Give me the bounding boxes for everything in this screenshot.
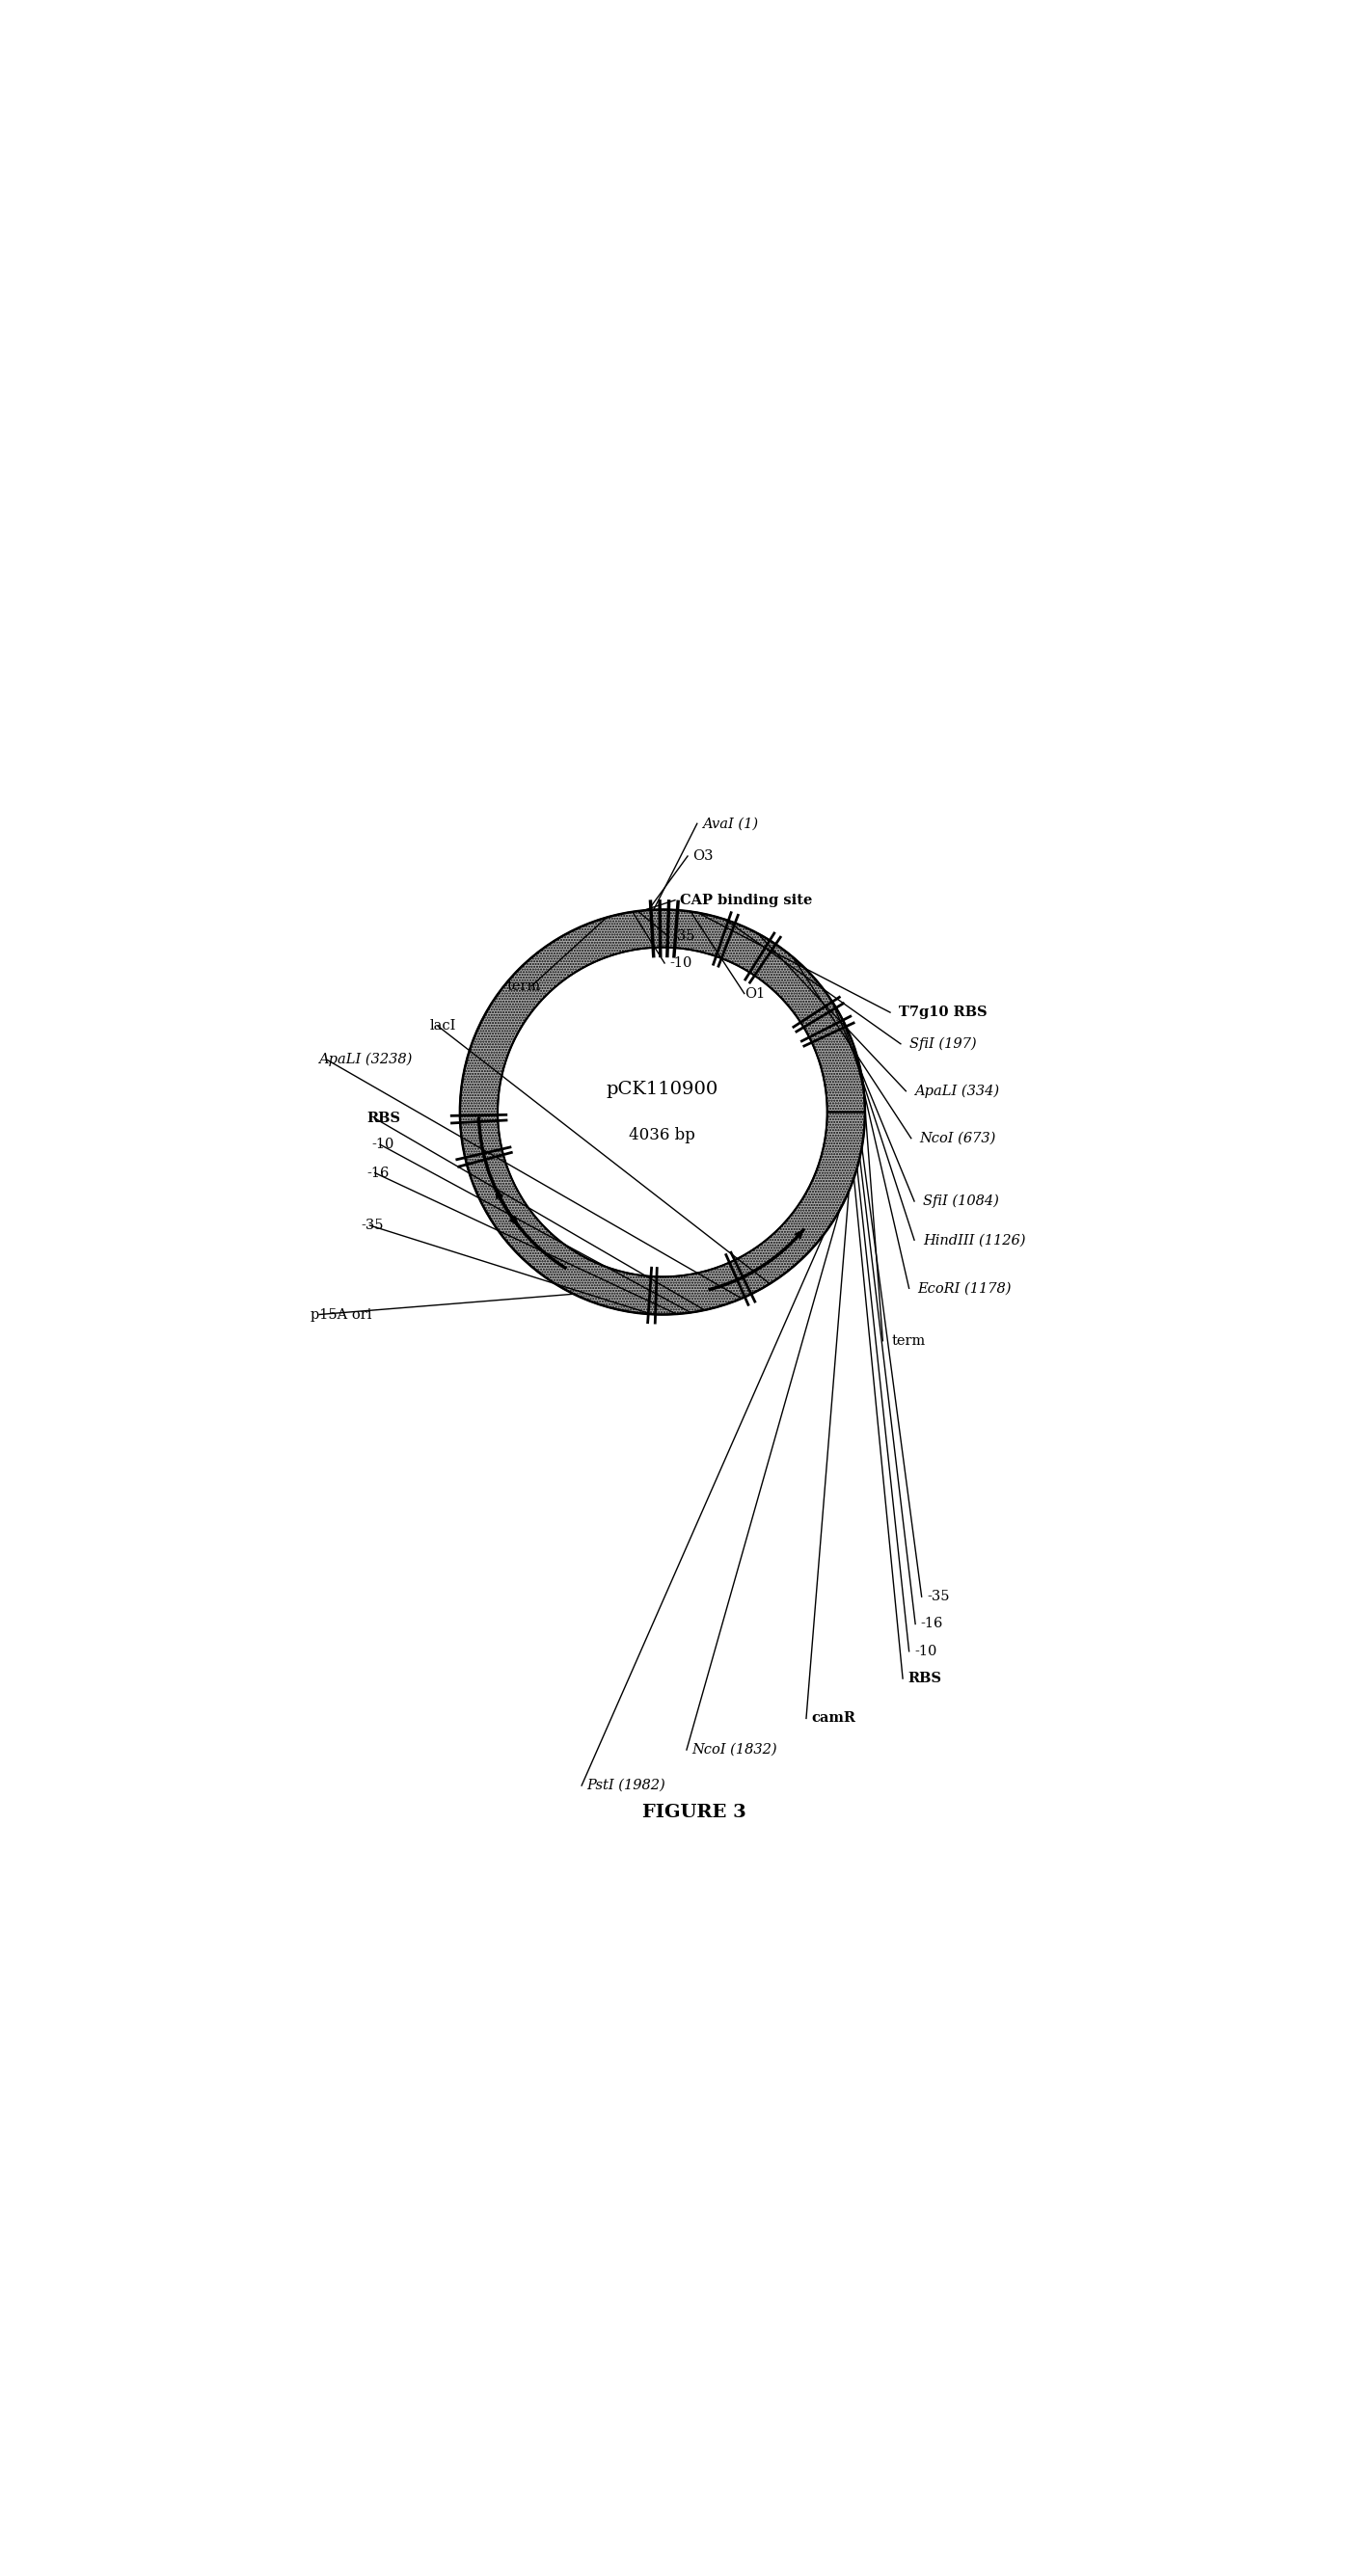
Text: -10: -10 bbox=[914, 1643, 937, 1659]
Text: -35: -35 bbox=[927, 1589, 949, 1602]
Text: 4036 bp: 4036 bp bbox=[630, 1126, 696, 1144]
Text: -16: -16 bbox=[921, 1618, 944, 1631]
Text: T7g10 RBS: T7g10 RBS bbox=[899, 1005, 987, 1020]
Text: p15A ori: p15A ori bbox=[311, 1309, 372, 1321]
Text: camR: camR bbox=[811, 1710, 856, 1726]
Text: RBS: RBS bbox=[909, 1672, 942, 1685]
Text: AvaI (1): AvaI (1) bbox=[703, 817, 758, 829]
Text: HindIII (1126): HindIII (1126) bbox=[922, 1234, 1025, 1247]
Text: lacI: lacI bbox=[429, 1020, 456, 1033]
Text: O3: O3 bbox=[693, 850, 714, 863]
Text: NcoI (1832): NcoI (1832) bbox=[692, 1744, 777, 1757]
Text: -35: -35 bbox=[673, 930, 696, 943]
Text: term: term bbox=[508, 979, 542, 992]
Text: -35: -35 bbox=[362, 1218, 385, 1231]
Text: -16: -16 bbox=[367, 1167, 389, 1180]
Text: NcoI (673): NcoI (673) bbox=[919, 1131, 997, 1146]
Text: pCK110900: pCK110900 bbox=[607, 1079, 719, 1097]
Polygon shape bbox=[460, 909, 865, 1314]
Text: SfiI (197): SfiI (197) bbox=[909, 1038, 976, 1051]
Text: SfiI (1084): SfiI (1084) bbox=[922, 1195, 999, 1208]
Text: -10: -10 bbox=[670, 956, 692, 969]
Text: O1: O1 bbox=[745, 987, 765, 999]
Text: -10: -10 bbox=[372, 1139, 394, 1151]
Text: ApaLI (3238): ApaLI (3238) bbox=[318, 1054, 412, 1066]
Text: ApaLI (334): ApaLI (334) bbox=[914, 1084, 999, 1097]
Text: term: term bbox=[891, 1334, 925, 1347]
Text: PstI (1982): PstI (1982) bbox=[586, 1780, 666, 1793]
Text: FIGURE 3: FIGURE 3 bbox=[642, 1803, 746, 1821]
Text: CAP binding site: CAP binding site bbox=[680, 894, 812, 907]
Text: EcoRI (1178): EcoRI (1178) bbox=[918, 1280, 1011, 1296]
Text: RBS: RBS bbox=[367, 1113, 401, 1126]
